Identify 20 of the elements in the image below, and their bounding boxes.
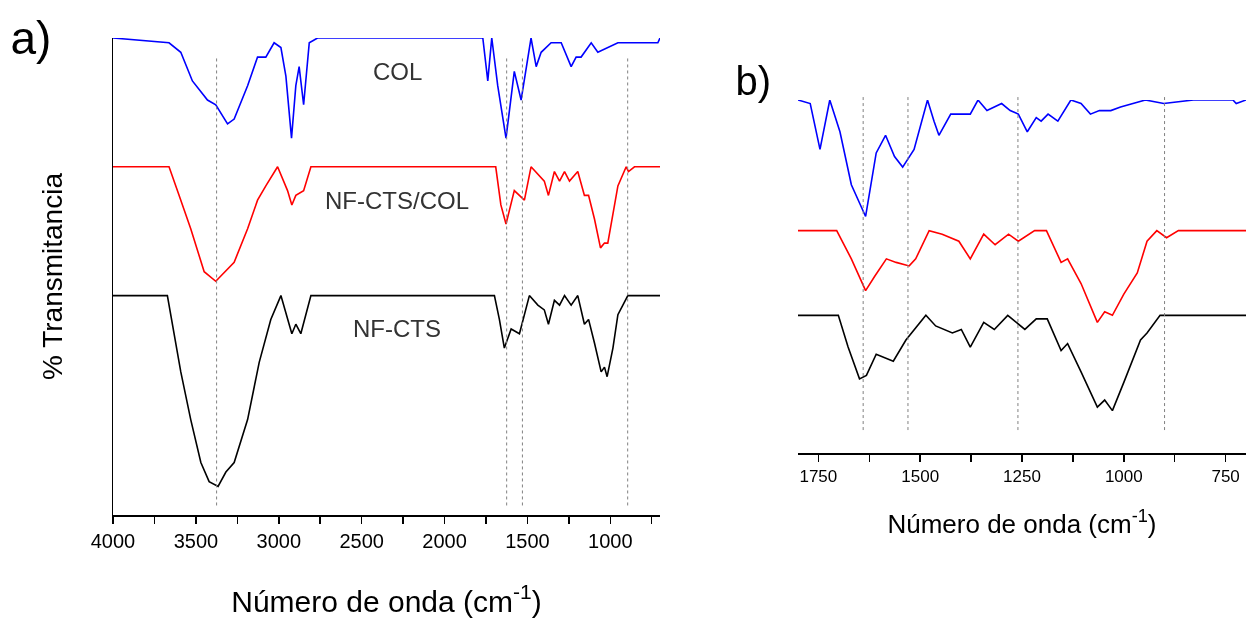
x-tick-label: 2000 xyxy=(422,529,467,552)
x-tick-label: 3500 xyxy=(173,529,219,552)
chart-title: b) xyxy=(735,58,772,103)
x-tick-label: 1500 xyxy=(901,466,940,486)
x-tick-label: 1250 xyxy=(1003,466,1041,486)
x-tick-label: 750 xyxy=(1211,466,1240,486)
x-axis-title: Número de onda (cm$^{-1}$) xyxy=(887,506,1157,540)
series-label: NF-CTS/COL xyxy=(325,187,469,214)
series-label: COL xyxy=(373,58,423,85)
x-tick-label: 3000 xyxy=(256,529,302,552)
chart-title: a) xyxy=(10,12,52,65)
x-tick-label: 2500 xyxy=(339,529,384,552)
x-tick-label: 1750 xyxy=(799,466,838,486)
x-axis-title: Número de onda (cm$^{-1}$) xyxy=(231,580,542,618)
x-tick-label: 1000 xyxy=(1104,466,1143,486)
series-label: NF-CTS xyxy=(353,315,441,342)
x-tick-label: 1500 xyxy=(505,529,550,552)
x-tick-label: 1000 xyxy=(588,529,633,552)
x-tick-label: 4000 xyxy=(90,529,136,552)
y-axis-title: % Transmitancia xyxy=(37,172,69,380)
